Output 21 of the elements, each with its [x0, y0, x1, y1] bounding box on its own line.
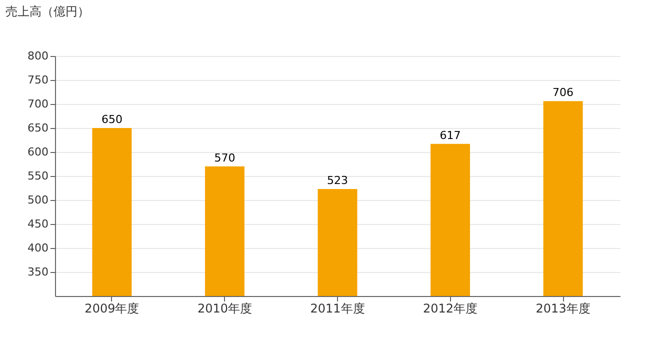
y-tick-label: 350: [28, 266, 48, 278]
y-tick-label: 650: [28, 122, 48, 134]
data-label: 523: [327, 174, 348, 187]
data-label: 650: [101, 113, 122, 126]
x-tick-label: 2009年度: [84, 302, 140, 316]
data-label: 617: [440, 128, 461, 142]
y-tick-label: 700: [28, 98, 48, 110]
data-label: 570: [214, 151, 236, 164]
data-label: 706: [552, 86, 574, 100]
y-tick-label: 500: [28, 194, 48, 206]
y-tick-label: 400: [28, 242, 48, 254]
y-tick-label: 550: [28, 170, 48, 182]
y-axis-title: 売上高（億円）: [6, 4, 90, 18]
y-tick-label: 450: [28, 218, 48, 230]
x-tick-label: 2010年度: [197, 302, 252, 316]
y-tick-label: 750: [28, 74, 48, 86]
y-tick-label: 800: [28, 50, 48, 62]
x-tick-label: 2011年度: [310, 302, 365, 316]
y-tick-label: 600: [28, 146, 48, 158]
x-tick-label: 2012年度: [423, 302, 478, 316]
x-tick-label: 2013年度: [536, 302, 590, 316]
